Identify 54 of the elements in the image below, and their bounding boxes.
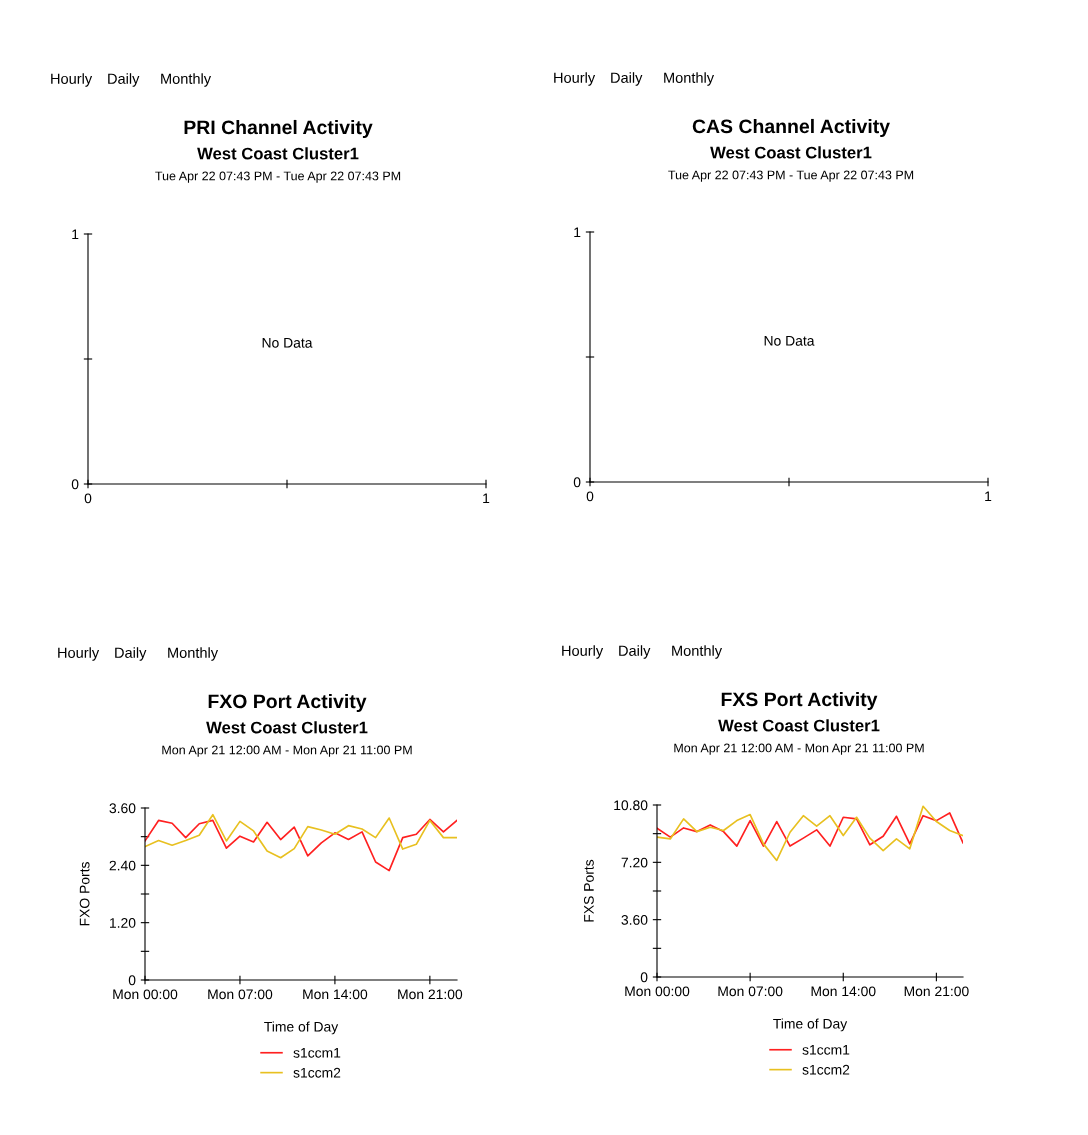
line-series [145, 813, 457, 859]
line-series [657, 805, 963, 862]
text: Hourly [554, 72, 596, 86]
chart-title: PRI Channel Activity [184, 119, 373, 139]
text: Daily [108, 73, 140, 87]
text: Hourly [58, 647, 100, 661]
x-tick-label: 0 [586, 491, 594, 502]
text: Monthly [664, 72, 715, 86]
x-axis-title: Time of Day [773, 1018, 848, 1032]
y-axis-title: FXS Ports [583, 859, 594, 922]
x-tick-label: Mon 07:00 [208, 989, 273, 1000]
legend-label: s1ccm1 [802, 1045, 850, 1055]
legend-label: s1ccm2 [293, 1067, 341, 1078]
y-tick-label: 10.80 [614, 800, 648, 811]
text: Daily [115, 647, 147, 661]
y-tick-label: 2.40 [109, 860, 136, 871]
x-tick-label: Mon 00:00 [113, 989, 178, 1000]
text: Monthly [672, 645, 723, 659]
x-tick-label: 0 [84, 493, 92, 504]
y-tick-label: 0 [640, 972, 648, 983]
annotation: No Data [262, 338, 313, 348]
x-tick-label: Mon 07:00 [718, 986, 783, 997]
chart-subtitle: West Coast Cluster1 Tue Apr 22 07:43 PM - Tue Apr 22 07:43 PM [668, 146, 914, 182]
x-tick-label: Mon 00:00 [625, 986, 690, 997]
annotation: No Data [764, 336, 815, 346]
text: Hourly [562, 645, 604, 659]
y-tick-label: 3.60 [109, 803, 136, 814]
chart-subtitle: West Coast Cluster1 Tue Apr 22 07:43 PM - Tue Apr 22 07:43 PM [155, 147, 401, 183]
chart-subtitle: West Coast Cluster1 Mon Apr 21 12:00 AM - Mon Apr 21 11:00 PM [674, 719, 924, 755]
legend-label: s1ccm2 [802, 1064, 850, 1075]
x-tick-label: Mon 21:00 [904, 986, 969, 997]
legend-label: s1ccm1 [293, 1048, 341, 1058]
chart-title: FXS Port Activity [721, 691, 878, 711]
y-tick-label: 3.60 [621, 915, 648, 925]
text: Hourly [51, 73, 93, 87]
x-tick-label: Mon 14:00 [811, 986, 876, 997]
text: Monthly [168, 647, 219, 661]
text: Daily [619, 645, 651, 659]
line-series [145, 818, 457, 872]
y-axis-title: FXO Ports [79, 862, 90, 926]
x-axis-title: Time of Day [264, 1021, 339, 1035]
x-tick-label: 1 [483, 493, 490, 504]
chart-title: CAS Channel Activity [692, 118, 890, 138]
y-tick-label: 0 [128, 975, 136, 986]
x-tick-label: Mon 14:00 [303, 989, 368, 1000]
x-tick-label: Mon 21:00 [398, 989, 463, 1000]
chart-subtitle: West Coast Cluster1 Mon Apr 21 12:00 AM - Mon Apr 21 11:00 PM [162, 721, 412, 757]
y-tick-label: 7.20 [621, 857, 648, 868]
text: Daily [611, 72, 643, 86]
line-series [657, 812, 963, 847]
x-tick-label: 1 [985, 491, 992, 502]
chart-title: FXO Port Activity [208, 693, 367, 713]
text: Monthly [161, 73, 212, 87]
y-tick-label: 1.20 [110, 918, 136, 928]
